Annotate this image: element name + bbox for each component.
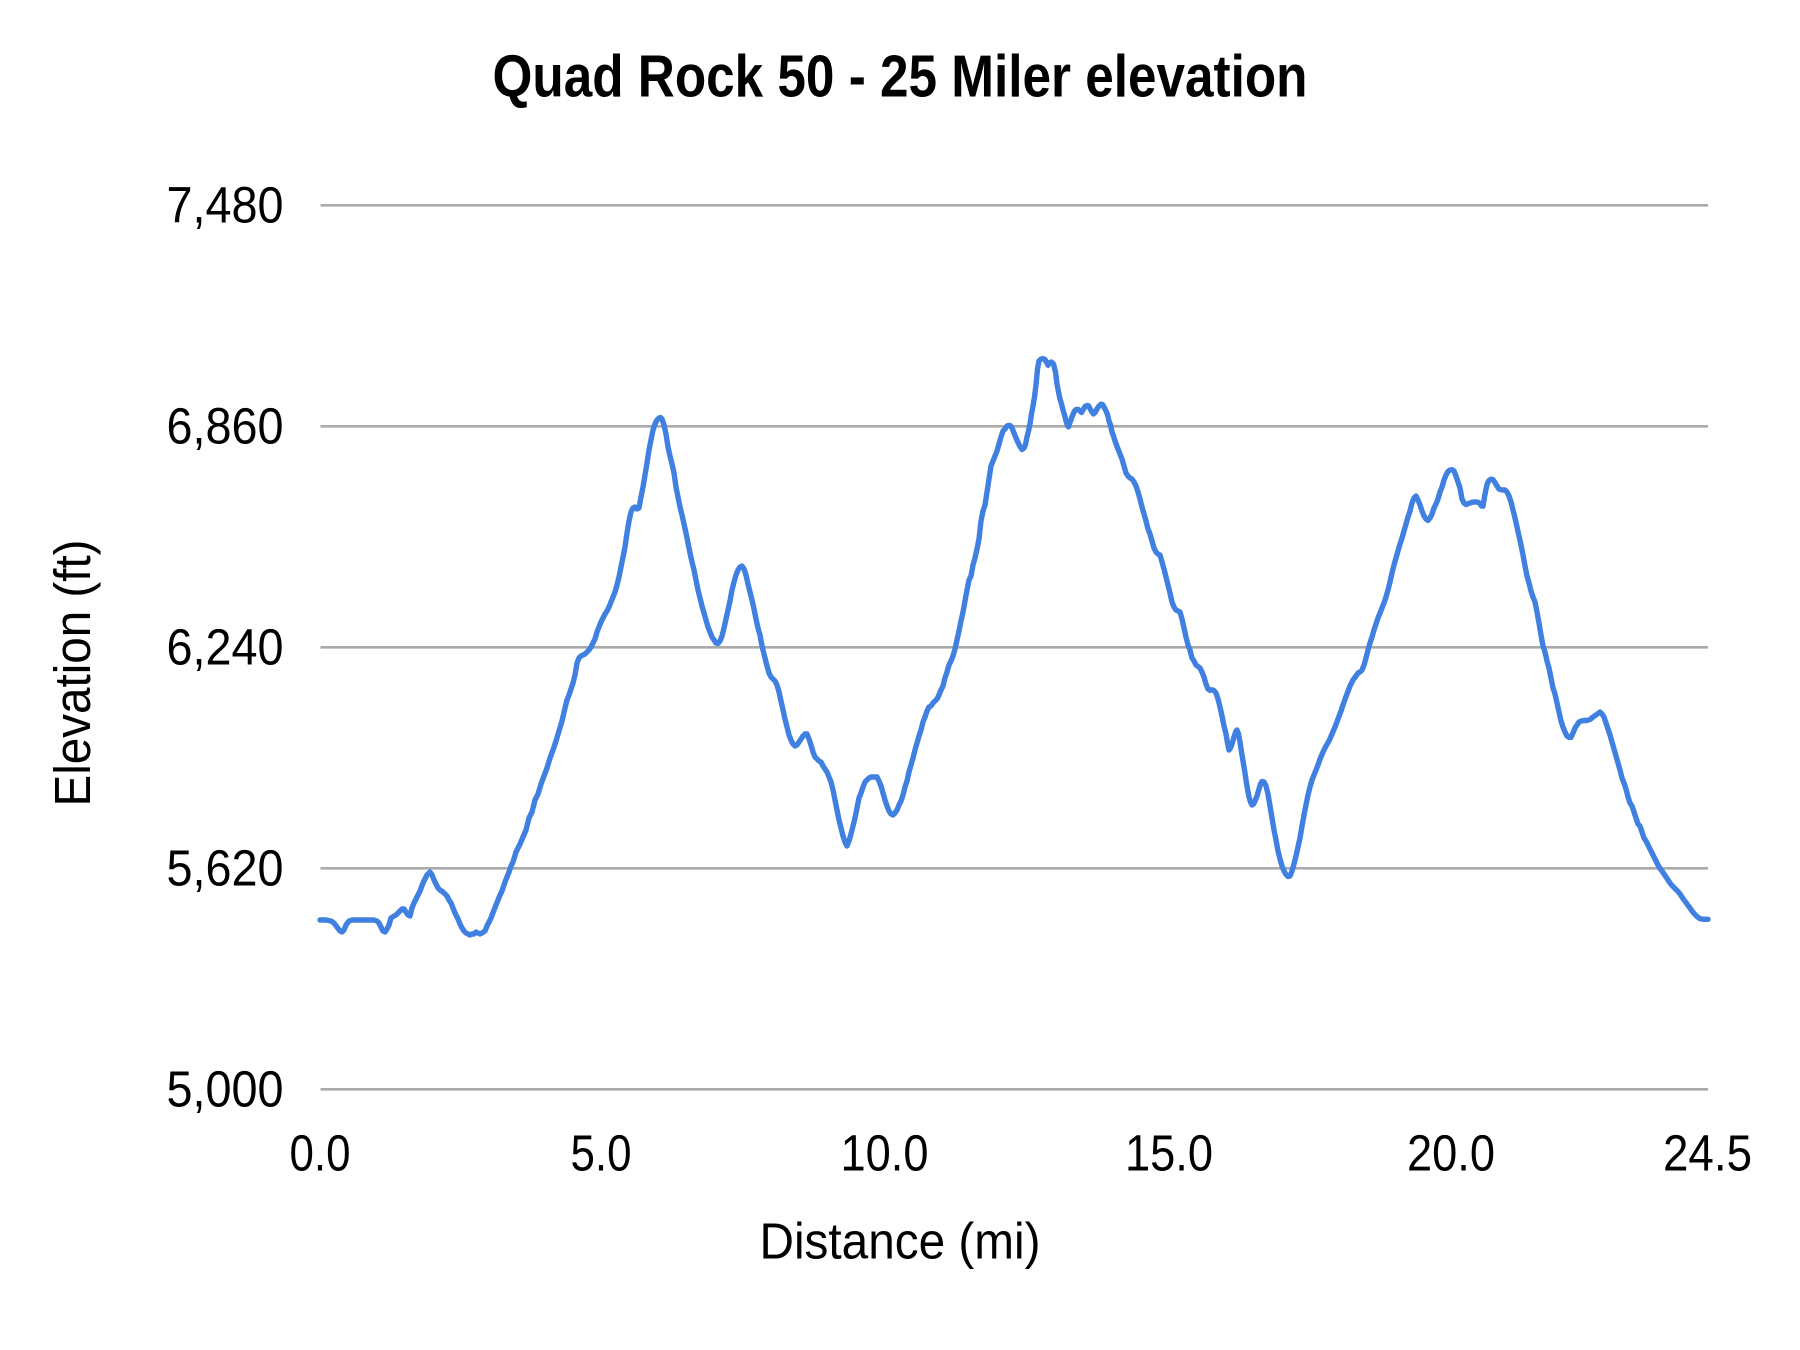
svg-text:0.0: 0.0: [290, 1125, 351, 1182]
svg-text:7,480: 7,480: [167, 176, 284, 233]
svg-text:5,000: 5,000: [167, 1060, 284, 1117]
svg-text:5.0: 5.0: [571, 1125, 632, 1182]
svg-text:Elevation (ft): Elevation (ft): [44, 540, 101, 807]
svg-text:6,240: 6,240: [167, 618, 284, 675]
svg-text:5,620: 5,620: [167, 839, 284, 896]
svg-text:6,860: 6,860: [167, 397, 284, 454]
svg-text:20.0: 20.0: [1407, 1125, 1495, 1182]
svg-text:Quad Rock 50 - 25 Miler elevat: Quad Rock 50 - 25 Miler elevation: [493, 44, 1308, 110]
svg-text:Distance (mi): Distance (mi): [760, 1213, 1041, 1270]
svg-text:10.0: 10.0: [841, 1125, 929, 1182]
svg-text:15.0: 15.0: [1125, 1125, 1213, 1182]
svg-text:24.5: 24.5: [1663, 1125, 1752, 1182]
